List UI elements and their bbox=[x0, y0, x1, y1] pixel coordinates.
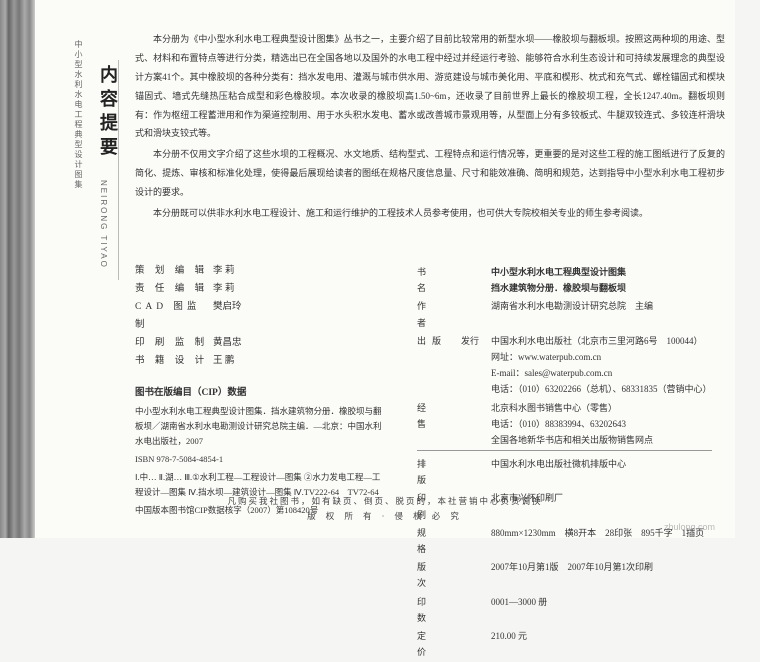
publisher-line: 网址：www.waterpub.com.cn bbox=[491, 349, 712, 365]
distributor-line: 电话：（010）88383994、63202643 bbox=[491, 416, 712, 432]
publisher-line: E-mail：sales@waterpub.com.cn bbox=[491, 365, 712, 381]
lower-columns: 策 划 编 辑李 莉 责 任 编 辑李 莉 CAD 图监制樊启玲 印 刷 监 制… bbox=[135, 262, 725, 662]
left-column: 策 划 编 辑李 莉 责 任 编 辑李 莉 CAD 图监制樊启玲 印 刷 监 制… bbox=[135, 262, 385, 662]
distributor-line: 北京科水图书销售中心（零售） bbox=[491, 400, 712, 416]
price-value: 210.00 元 bbox=[491, 628, 712, 660]
edition-value: 2007年10月第1版 2007年10月第1次印刷 bbox=[491, 559, 712, 591]
printrun-value: 0001—3000 册 bbox=[491, 594, 712, 626]
pub-label: 书 名 bbox=[417, 264, 459, 296]
abstract-heading-romaji: NEIRONG TIYAO bbox=[99, 180, 108, 269]
pub-label: 经 售 bbox=[417, 400, 459, 449]
spine-text: 中小型水利水电工程典型设计图集 bbox=[70, 40, 84, 220]
abstract-p2: 本分册不仅用文字介绍了这些水坝的工程概况、水文地质、结构型式、工程特点和运行情况… bbox=[135, 145, 725, 202]
page: 中小型水利水电工程典型设计图集 内容提要 NEIRONG TIYAO 本分册为《… bbox=[35, 0, 735, 538]
footer-line1: 凡购买我社图书，如有缺页、倒页、脱页的，本社营销中心负责调换 bbox=[35, 495, 735, 507]
pub-label: 出版 bbox=[417, 333, 459, 398]
author-value: 湖南省水利水电勘测设计研究总院 主编 bbox=[491, 298, 712, 330]
credit-value: 李 莉 bbox=[213, 280, 234, 298]
credit-label: CAD 图监制 bbox=[135, 298, 213, 334]
pub-label: 版 次 bbox=[417, 559, 459, 591]
publisher-line: 中国水利水电出版社（北京市三里河路6号 100044） bbox=[491, 333, 712, 349]
cip-isbn: ISBN 978-7-5084-4854-1 bbox=[135, 452, 385, 467]
footer: 凡购买我社图书，如有缺页、倒页、脱页的，本社营销中心负责调换 版 权 所 有 ·… bbox=[35, 495, 735, 522]
credit-label: 策 划 编 辑 bbox=[135, 262, 213, 280]
credit-label: 书 籍 设 计 bbox=[135, 352, 213, 370]
book-title-2: 挡水建筑物分册．橡胶坝与翻板坝 bbox=[491, 280, 712, 296]
credit-value: 李 莉 bbox=[213, 262, 234, 280]
pub-label: 作 者 bbox=[417, 298, 459, 330]
abstract-p1: 本分册为《中小型水利水电工程典型设计图集》丛书之一，主要介绍了目前比较常用的新型… bbox=[135, 30, 725, 143]
credit-label: 印 刷 监 制 bbox=[135, 334, 213, 352]
publication-table: 书 名 中小型水利水电工程典型设计图集挡水建筑物分册．橡胶坝与翻板坝 作 者 湖… bbox=[415, 262, 714, 662]
typeset-value: 中国水利水电出版社微机排版中心 bbox=[491, 456, 712, 488]
distributor-line: 全国各地新华书店和相关出版物销售网点 bbox=[491, 432, 712, 448]
cip-p1: 中小型水利水电工程典型设计图集．挡水建筑物分册．橡胶坝与翻板坝／湖南省水利水电勘… bbox=[135, 404, 385, 449]
credit-value: 王 鹏 bbox=[213, 352, 234, 370]
cip-heading: 图书在版编目（CIP）数据 bbox=[135, 384, 385, 398]
sidebar-rule bbox=[118, 60, 119, 280]
pub-label: 定 价 bbox=[417, 628, 459, 660]
footer-line2: 版 权 所 有 · 侵 权 必 究 bbox=[35, 510, 735, 522]
credit-value: 黄昌忠 bbox=[213, 334, 242, 352]
pub-label2: 发行 bbox=[461, 333, 489, 398]
credits-block: 策 划 编 辑李 莉 责 任 编 辑李 莉 CAD 图监制樊启玲 印 刷 监 制… bbox=[135, 262, 385, 370]
right-column: 书 名 中小型水利水电工程典型设计图集挡水建筑物分册．橡胶坝与翻板坝 作 者 湖… bbox=[415, 262, 725, 662]
pub-label: 规 格 bbox=[417, 525, 459, 557]
pub-label: 印 数 bbox=[417, 594, 459, 626]
credit-value: 樊启玲 bbox=[213, 298, 242, 334]
book-binding bbox=[0, 0, 35, 538]
book-title-1: 中小型水利水电工程典型设计图集 bbox=[491, 264, 712, 280]
credit-label: 责 任 编 辑 bbox=[135, 280, 213, 298]
publisher-line: 电话：（010）63202266（总机）、68331835（营销中心） bbox=[491, 381, 712, 397]
watermark: zhulong.com bbox=[664, 522, 715, 532]
abstract-p3: 本分册既可以供非水利水电工程设计、施工和运行维护的工程技术人员参考使用，也可供大… bbox=[135, 204, 725, 223]
abstract-body: 本分册为《中小型水利水电工程典型设计图集》丛书之一，主要介绍了目前比较常用的新型… bbox=[135, 30, 725, 225]
pub-label: 排 版 bbox=[417, 456, 459, 488]
